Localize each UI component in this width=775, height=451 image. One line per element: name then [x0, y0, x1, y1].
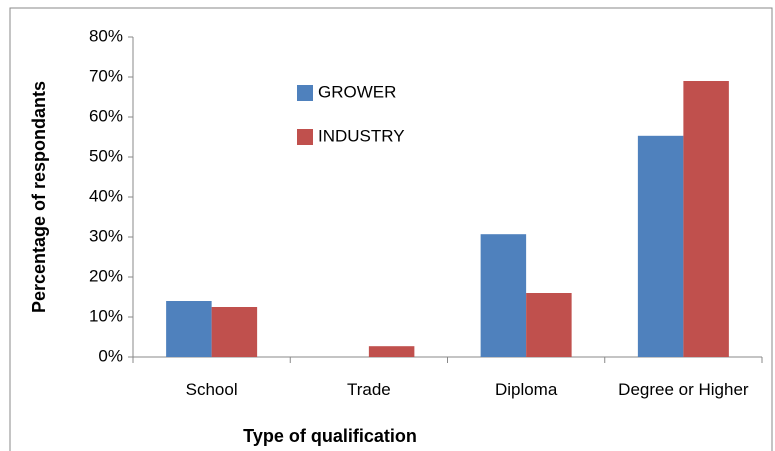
- y-tick-label: 20%: [89, 266, 123, 285]
- x-tick-label: School: [185, 380, 238, 399]
- legend-swatch: [297, 129, 313, 145]
- legend-label: GROWER: [318, 82, 396, 101]
- bar: [368, 346, 415, 357]
- y-tick-label: 70%: [89, 66, 123, 85]
- x-tick-label: Diploma: [494, 380, 558, 399]
- y-axis-title: Percentage of respondants: [29, 81, 49, 313]
- chart-border: [9, 7, 773, 451]
- y-tick-label: 30%: [89, 226, 123, 245]
- legend-swatch: [297, 85, 313, 101]
- y-tick-label: 80%: [89, 26, 123, 45]
- y-tick-label: 0%: [98, 346, 123, 365]
- y-tick-label: 40%: [89, 186, 123, 205]
- x-tick-label: Degree or Higher: [618, 380, 749, 399]
- bar: [480, 234, 527, 357]
- x-axis-title: Type of qualification: [243, 426, 417, 446]
- bar: [526, 293, 572, 357]
- y-tick-label: 50%: [89, 146, 123, 165]
- x-tick-label: Trade: [346, 380, 391, 399]
- bar: [683, 81, 729, 357]
- bar: [637, 135, 684, 357]
- y-tick-label: 60%: [89, 106, 123, 125]
- bar: [211, 307, 258, 357]
- bar: [166, 301, 212, 357]
- legend-label: INDUSTRY: [318, 126, 405, 145]
- y-tick-label: 10%: [89, 306, 123, 325]
